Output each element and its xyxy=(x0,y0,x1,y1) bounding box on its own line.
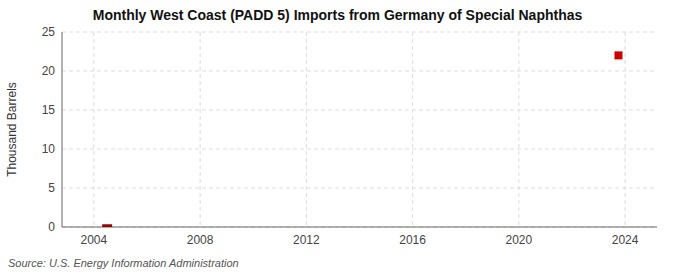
x-tick-label: 2020 xyxy=(506,233,533,247)
y-tick-label: 15 xyxy=(42,103,56,117)
y-grid-line xyxy=(62,110,657,111)
bar xyxy=(102,224,112,227)
x-grid-line xyxy=(518,32,519,227)
x-grid-line xyxy=(412,32,413,227)
x-grid-line xyxy=(306,32,307,227)
x-axis-line xyxy=(62,227,657,228)
x-tick-label: 2024 xyxy=(612,233,639,247)
x-grid-line xyxy=(93,32,94,227)
y-tick-label: 25 xyxy=(42,25,56,39)
grid xyxy=(62,32,657,227)
y-axis-label: Thousand Barrels xyxy=(5,82,19,177)
y-tick-label: 0 xyxy=(48,220,55,234)
y-grid-line xyxy=(62,227,657,228)
chart-svg: 0 5 10 15 20 25 2004 2008 2012 2016 2020 2024 Monthl… xyxy=(0,0,675,275)
chart-container: 0 5 10 15 20 25 2004 2008 2012 2016 2020 2024 Monthl… xyxy=(0,0,675,275)
x-tick-label: 2016 xyxy=(399,233,426,247)
x-tick-label: 2004 xyxy=(81,233,108,247)
y-tick-label: 10 xyxy=(42,142,56,156)
x-tick-label: 2008 xyxy=(187,233,214,247)
title: Monthly West Coast (PADD 5) Imports from… xyxy=(93,7,583,23)
y-grid-line xyxy=(62,188,657,189)
point xyxy=(614,51,622,59)
y-grid-line xyxy=(62,71,657,72)
x-grid-line xyxy=(200,32,201,227)
y-grid-line xyxy=(62,149,657,150)
x-tick-label: 2012 xyxy=(293,233,320,247)
x-grid-line xyxy=(625,32,626,227)
y-grid-line xyxy=(62,32,657,33)
data-marks xyxy=(102,51,622,227)
y-tick-label: 5 xyxy=(48,181,55,195)
annotation: Source: U.S. Energy Information Administ… xyxy=(8,257,239,269)
y-axis-line xyxy=(62,32,63,227)
y-tick-label: 20 xyxy=(42,64,56,78)
